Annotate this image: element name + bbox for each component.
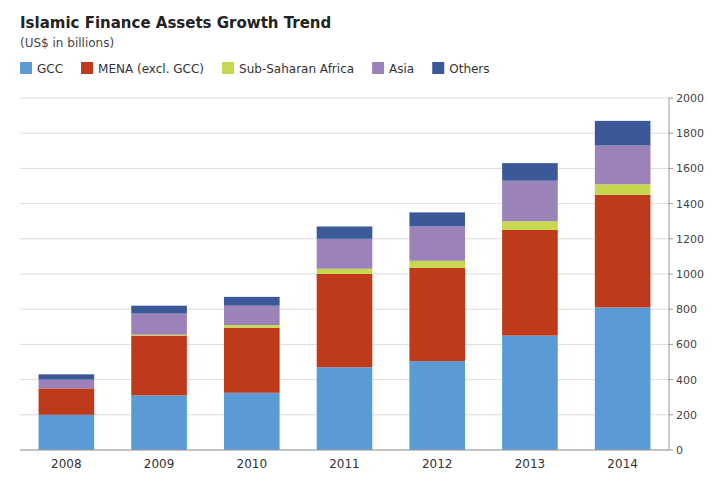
y-tick — [669, 203, 673, 204]
bar — [409, 261, 465, 268]
legend-label: MENA (excl. GCC) — [98, 62, 204, 76]
subtitle: (US$ in billions) — [20, 36, 114, 50]
legend-label: Others — [449, 62, 489, 76]
y-tick-label: 1600 — [676, 162, 704, 175]
bar — [39, 380, 95, 389]
y-tick-label: 1200 — [676, 233, 704, 246]
legend-swatch — [432, 62, 444, 74]
legend-swatch — [372, 62, 384, 74]
bar — [317, 269, 373, 274]
y-tick — [669, 98, 673, 99]
bar — [595, 195, 651, 308]
x-tick-label: 2013 — [515, 457, 546, 471]
y-tick — [669, 238, 673, 239]
grid-line — [20, 98, 669, 99]
y-tick-label: 2000 — [676, 92, 704, 105]
legend-item: MENA (excl. GCC) — [81, 62, 204, 76]
y-tick — [669, 168, 673, 169]
y-tick — [669, 274, 673, 275]
bar — [595, 184, 651, 195]
legend-item: GCC — [20, 62, 63, 76]
bar — [595, 307, 651, 450]
y-axis: 0 200 400 600 800 1000 1200 1400 1600 1800 2000 — [669, 92, 704, 457]
bar — [409, 226, 465, 260]
bars — [39, 121, 651, 450]
y-tick-label: 0 — [676, 444, 683, 457]
bar — [224, 393, 280, 450]
bar — [409, 361, 465, 450]
bar — [39, 374, 95, 379]
bar — [131, 306, 187, 314]
bar — [224, 325, 280, 328]
bar — [131, 395, 187, 450]
y-tick — [669, 450, 673, 451]
bar — [224, 297, 280, 306]
bar — [409, 268, 465, 361]
grid — [20, 98, 669, 450]
y-tick-label: 1800 — [676, 127, 704, 140]
bar — [409, 212, 465, 226]
x-tick-label: 2009 — [144, 457, 175, 471]
legend: GCC MENA (excl. GCC) Sub-Saharan Africa Asi… — [20, 62, 490, 76]
grid-line — [20, 203, 669, 204]
bar — [131, 314, 187, 335]
grid-line — [20, 168, 669, 169]
legend-swatch — [20, 62, 32, 74]
x-tick-label: 2012 — [422, 457, 453, 471]
y-tick — [669, 344, 673, 345]
bar — [317, 239, 373, 269]
x-axis: 2008 2009 2010 2011 2012 2013 2014 — [20, 450, 669, 471]
grid-line — [20, 133, 669, 134]
legend-item: Others — [432, 62, 489, 76]
x-tick-label: 2011 — [329, 457, 360, 471]
legend-label: GCC — [37, 62, 63, 76]
grid-line — [20, 450, 669, 451]
y-tick — [669, 379, 673, 380]
title: Islamic Finance Assets Growth Trend — [20, 14, 331, 32]
bar — [502, 230, 558, 336]
y-tick-label: 200 — [676, 409, 697, 422]
bar — [317, 226, 373, 238]
legend-item: Sub-Saharan Africa — [222, 62, 354, 76]
legend-item: Asia — [372, 62, 414, 76]
bar — [502, 336, 558, 450]
y-tick-label: 1000 — [676, 268, 704, 281]
bar — [595, 121, 651, 146]
bar — [224, 328, 280, 393]
y-tick — [669, 309, 673, 310]
y-tick-label: 600 — [676, 338, 697, 351]
bar — [502, 221, 558, 230]
bar — [317, 367, 373, 450]
y-tick-label: 800 — [676, 303, 697, 316]
y-tick — [669, 133, 673, 134]
x-tick-label: 2014 — [607, 457, 638, 471]
bar — [39, 415, 95, 450]
y-tick-label: 1400 — [676, 198, 704, 211]
y-tick-label: 400 — [676, 374, 697, 387]
bar — [502, 181, 558, 221]
bar — [224, 306, 280, 325]
chart: Islamic Finance Assets Growth Trend (US$ … — [0, 0, 727, 482]
bar — [131, 336, 187, 396]
bar — [317, 274, 373, 367]
bar — [595, 146, 651, 185]
bar — [502, 163, 558, 181]
legend-label: Asia — [389, 62, 414, 76]
y-tick — [669, 414, 673, 415]
bar — [39, 388, 95, 414]
legend-swatch — [81, 62, 93, 74]
x-axis-line — [20, 450, 669, 451]
x-tick-label: 2010 — [237, 457, 268, 471]
legend-swatch — [222, 62, 234, 74]
legend-label: Sub-Saharan Africa — [239, 62, 354, 76]
x-tick-label: 2008 — [51, 457, 82, 471]
